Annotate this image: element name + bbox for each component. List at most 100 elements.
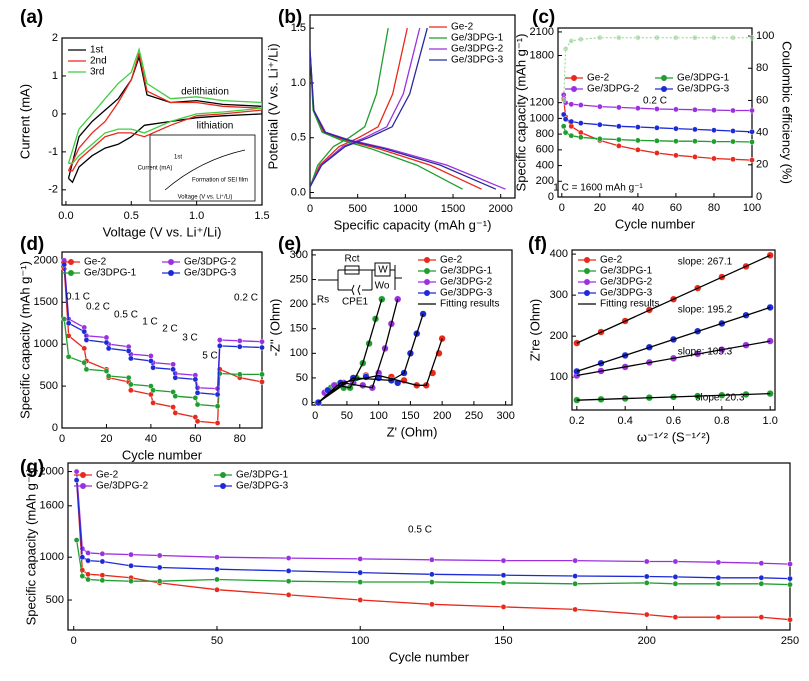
- legend-marker: [220, 472, 226, 478]
- data-point: [758, 614, 765, 620]
- x-tick-label: 1500: [441, 203, 465, 215]
- x-tick-label: 20: [594, 202, 606, 214]
- x-tick-label: 1.0: [189, 210, 204, 222]
- y-tick-label: 1800: [530, 49, 554, 61]
- data-point: [692, 154, 698, 160]
- data-point: [715, 580, 722, 587]
- annotation: 3 C: [182, 333, 198, 344]
- data-point: [150, 400, 156, 406]
- annotation: 0.2 C: [643, 96, 667, 107]
- data-point: [635, 34, 641, 41]
- x-tick-label: 60: [189, 433, 201, 445]
- y-tick-label: 150: [290, 323, 308, 335]
- series-line: [75, 471, 790, 565]
- legend-marker: [68, 259, 74, 265]
- data-point: [125, 374, 132, 381]
- x-tick-label: 100: [369, 410, 387, 422]
- annotation: Rct: [345, 254, 360, 265]
- data-point: [672, 558, 679, 565]
- data-point: [156, 564, 163, 571]
- panel-label: (c): [532, 7, 555, 28]
- annotation: 5 C: [202, 351, 218, 362]
- legend-label: Ge/3DPG-3: [236, 481, 289, 492]
- data-point: [65, 320, 72, 327]
- legend-label: Ge/3DPG-1: [451, 33, 504, 44]
- data-point: [616, 104, 622, 111]
- y-tick-label: 0: [302, 396, 308, 408]
- data-point: [81, 328, 88, 335]
- y-tick-label: 1600: [40, 500, 64, 512]
- data-point: [787, 581, 793, 588]
- y-axis-label: Z're (Ohm): [527, 299, 542, 361]
- data-point: [672, 574, 679, 580]
- annotation: Wo: [375, 281, 390, 292]
- data-point: [194, 418, 201, 425]
- data-point: [194, 389, 201, 396]
- legend-marker: [68, 270, 74, 276]
- series-line: [67, 47, 262, 164]
- data-point: [103, 368, 110, 374]
- x-axis-label: Cycle number: [122, 447, 203, 462]
- y-axis-label: Specific capacity (mAh g⁻¹): [23, 468, 38, 626]
- data-point: [99, 577, 106, 584]
- data-point: [568, 38, 575, 44]
- y2-tick-label: 80: [756, 62, 768, 74]
- data-point: [73, 477, 80, 483]
- data-point: [259, 344, 265, 351]
- x-axis-label: Voltage (V vs. Li⁺/Li): [103, 224, 222, 239]
- data-point: [61, 261, 68, 268]
- data-point: [787, 616, 793, 623]
- data-point: [79, 573, 86, 579]
- data-point: [560, 97, 567, 104]
- y-tick-label: 0: [52, 108, 58, 120]
- x-tick-label: 0.6: [666, 415, 681, 427]
- x-tick-label: 150: [401, 410, 419, 422]
- y2-tick-label: 40: [756, 127, 768, 139]
- y-tick-label: 200: [290, 298, 308, 310]
- panel-label: (a): [20, 7, 43, 28]
- y-tick-label: 0: [548, 191, 554, 203]
- data-point: [156, 552, 163, 559]
- data-point: [578, 36, 584, 43]
- data-point: [125, 348, 132, 354]
- annotation: slope: 195.2: [678, 305, 733, 316]
- y-tick-label: 1200: [530, 97, 554, 109]
- x-tick-label: 0.8: [714, 415, 729, 427]
- data-point: [673, 152, 679, 159]
- data-point: [616, 123, 622, 130]
- legend-label: Ge-2: [96, 470, 119, 481]
- data-point: [259, 338, 265, 345]
- data-point: [500, 604, 507, 610]
- x-tick-label: 0.5: [124, 210, 139, 222]
- y-tick-label: 1.0: [291, 77, 306, 89]
- y-tick-label: 0.0: [291, 186, 306, 198]
- y-tick-label: 50: [296, 372, 308, 384]
- series-line: [75, 539, 790, 586]
- legend-marker: [584, 257, 590, 263]
- x-tick-label: 20: [100, 433, 112, 445]
- data-point: [214, 420, 221, 426]
- y-axis-label: Current (mA): [17, 84, 32, 159]
- y-tick-label: 250: [290, 273, 308, 285]
- data-point: [357, 569, 364, 576]
- data-point: [214, 403, 221, 410]
- y-tick-label: 1000: [40, 551, 64, 563]
- data-point: [715, 614, 722, 620]
- plot-frame: [67, 462, 791, 631]
- x-tick-label: 250: [465, 410, 483, 422]
- data-point: [429, 601, 435, 608]
- legend-label: Ge-2: [440, 255, 463, 266]
- data-point: [81, 345, 88, 352]
- y-tick-label: 2000: [40, 465, 64, 477]
- annotation: slope: 105.3: [678, 347, 733, 358]
- panel-label: (b): [278, 7, 302, 28]
- data-point: [79, 554, 86, 561]
- annotation: slope: 267.1: [678, 257, 733, 268]
- data-point: [715, 574, 722, 581]
- data-point: [758, 580, 765, 587]
- legend-label: Ge/3DPG-2: [96, 481, 149, 492]
- data-point: [578, 120, 584, 126]
- data-point: [81, 359, 88, 366]
- legend-label: Ge/3DPG-2: [600, 277, 653, 288]
- annotation: lithiation: [197, 121, 234, 132]
